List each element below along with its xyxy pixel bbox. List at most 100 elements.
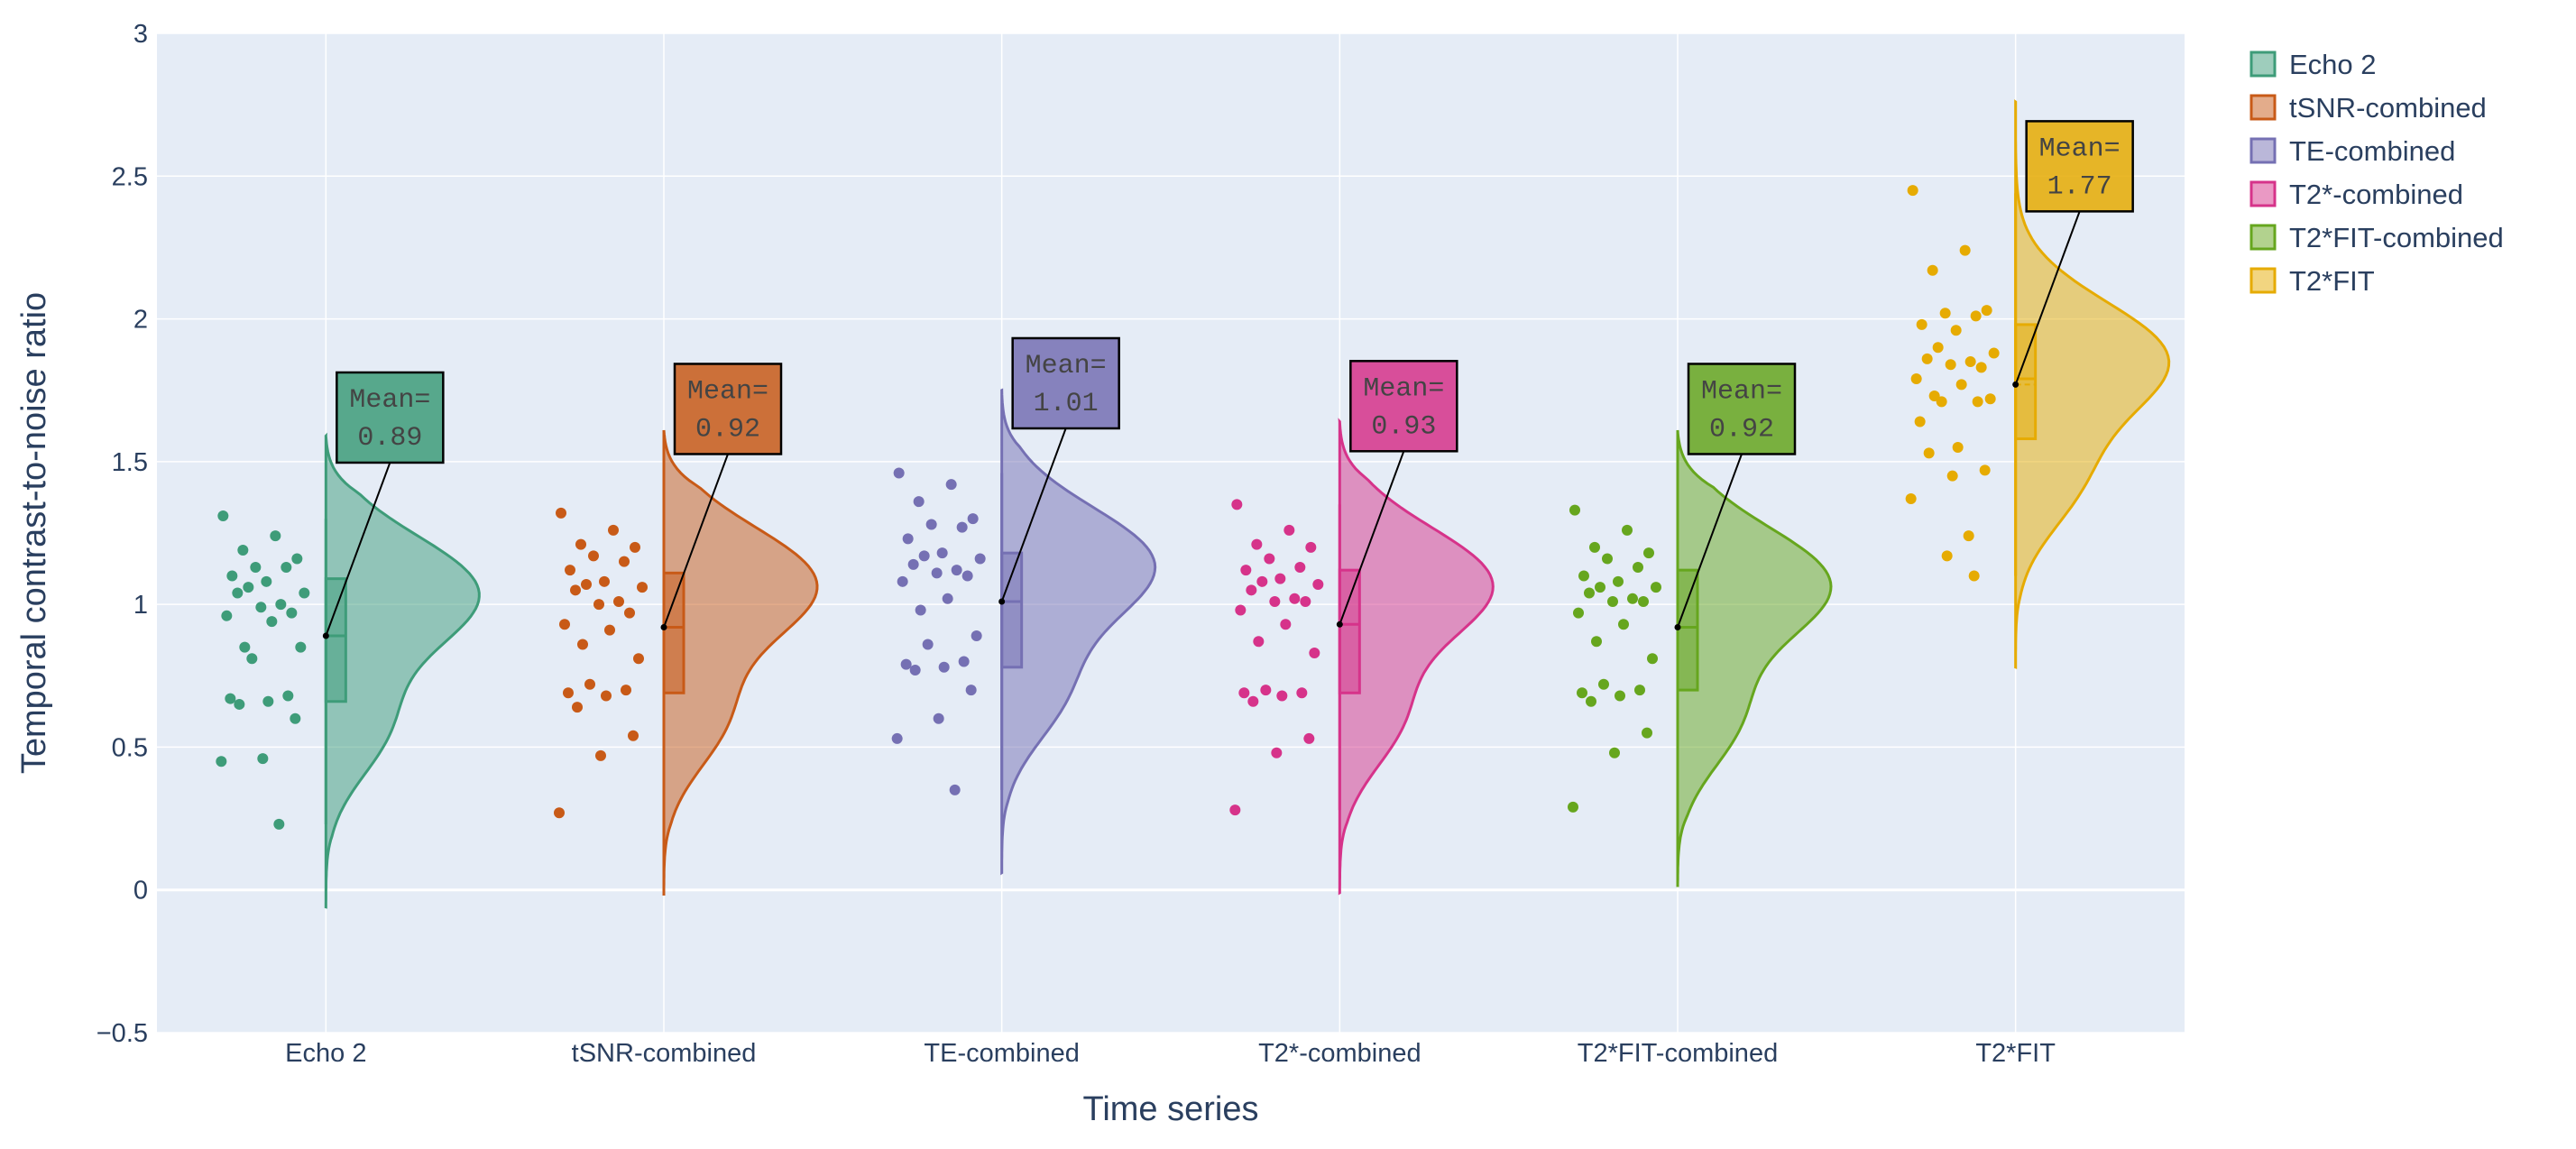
data-point bbox=[577, 639, 588, 650]
data-point bbox=[565, 565, 575, 576]
annotation-arrowhead bbox=[1336, 620, 1343, 628]
data-point bbox=[593, 599, 604, 611]
data-point bbox=[619, 556, 630, 567]
annotation-value: 0.92 bbox=[1709, 414, 1774, 445]
data-point bbox=[572, 702, 583, 713]
data-point bbox=[1928, 391, 1940, 402]
data-point bbox=[1952, 442, 1964, 454]
legend-label: Echo 2 bbox=[2289, 49, 2377, 80]
legend[interactable]: Echo 2 tSNR-combined TE-combined T2*-combin… bbox=[2249, 49, 2504, 297]
y-tick-label: 3 bbox=[133, 20, 148, 49]
data-point bbox=[554, 807, 565, 819]
legend-swatch bbox=[2249, 267, 2277, 294]
x-tick-label: Echo 2 bbox=[285, 1039, 366, 1068]
annotation-value: 1.77 bbox=[2047, 171, 2112, 202]
data-point bbox=[1910, 373, 1922, 385]
data-point bbox=[1247, 695, 1259, 707]
data-point bbox=[1274, 573, 1286, 584]
box-iqr bbox=[662, 571, 685, 694]
data-point bbox=[1988, 347, 2000, 359]
mean-annotation: Mean= 0.93 bbox=[1336, 360, 1458, 628]
data-point bbox=[1271, 747, 1283, 758]
x-tick-label: T2*FIT-combined bbox=[1578, 1039, 1778, 1068]
data-point bbox=[925, 519, 937, 530]
data-point bbox=[1643, 547, 1654, 559]
data-point bbox=[216, 756, 227, 768]
legend-item[interactable]: tSNR-combined bbox=[2249, 92, 2487, 124]
data-point bbox=[262, 695, 274, 707]
plot-background bbox=[157, 33, 2185, 1033]
data-point bbox=[604, 624, 615, 636]
data-point bbox=[217, 510, 229, 522]
data-point bbox=[1963, 530, 1974, 542]
annotation-box bbox=[1011, 336, 1120, 430]
data-point bbox=[1591, 636, 1602, 648]
data-point bbox=[1959, 244, 1971, 256]
annotation-box bbox=[1349, 360, 1458, 453]
data-point bbox=[1946, 470, 1958, 482]
x-axis-title: Time series bbox=[1083, 1090, 1259, 1128]
annotation-box bbox=[336, 371, 445, 464]
data-point bbox=[608, 524, 619, 536]
data-point bbox=[897, 575, 908, 587]
legend-item[interactable]: T2*FIT bbox=[2249, 265, 2375, 297]
y-tick-label: 1 bbox=[133, 591, 148, 620]
data-point bbox=[1622, 524, 1633, 536]
data-point bbox=[1231, 499, 1243, 510]
traces bbox=[216, 98, 2171, 909]
data-point bbox=[621, 685, 631, 696]
data-point bbox=[915, 604, 926, 616]
annotation-arrowhead bbox=[322, 632, 329, 639]
data-point bbox=[949, 784, 961, 795]
data-point bbox=[936, 547, 948, 559]
y-tick-labels: −0.5 0 0.5 1 1.5 2 2.5 3 bbox=[97, 20, 148, 1048]
trace-group bbox=[216, 432, 481, 909]
data-point bbox=[1260, 685, 1272, 696]
data-point bbox=[1927, 264, 1938, 276]
y-axis-title: Temporal contrast-to-noise ratio bbox=[15, 292, 53, 774]
data-point bbox=[1300, 595, 1311, 607]
data-point bbox=[1240, 565, 1252, 576]
data-point bbox=[257, 753, 269, 765]
data-point bbox=[1607, 595, 1618, 607]
data-point bbox=[226, 570, 238, 582]
annotation-arrow bbox=[1339, 450, 1405, 625]
legend-item[interactable]: TE-combined bbox=[2249, 135, 2455, 167]
box-iqr bbox=[1000, 551, 1024, 669]
x-tick-label: T2*-combined bbox=[1258, 1039, 1421, 1068]
mean-annotation: Mean= 0.89 bbox=[322, 371, 445, 639]
data-point bbox=[1907, 185, 1918, 197]
data-point bbox=[1964, 356, 1976, 368]
data-point bbox=[1573, 607, 1584, 619]
data-point bbox=[232, 587, 244, 599]
legend-item[interactable]: Echo 2 bbox=[2249, 49, 2377, 80]
violin-half bbox=[324, 432, 481, 909]
annotation-arrow bbox=[1000, 427, 1067, 602]
data-point bbox=[581, 578, 592, 590]
x-tick-label: TE-combined bbox=[924, 1039, 1079, 1068]
data-point bbox=[1229, 804, 1241, 816]
legend-item[interactable]: T2*-combined bbox=[2249, 179, 2463, 210]
data-point bbox=[1251, 538, 1263, 550]
x-tick-labels: Echo 2 tSNR-combined TE-combined T2*-combin… bbox=[285, 1039, 2056, 1068]
data-point bbox=[624, 607, 635, 619]
annotation-arrowhead bbox=[2012, 381, 2019, 388]
data-point bbox=[255, 602, 267, 613]
data-point bbox=[290, 712, 301, 724]
data-point bbox=[225, 693, 236, 704]
legend-label: tSNR-combined bbox=[2289, 92, 2487, 124]
legend-swatch bbox=[2249, 51, 2277, 78]
data-point bbox=[1283, 524, 1295, 536]
data-point bbox=[958, 656, 970, 667]
data-point bbox=[628, 730, 639, 741]
legend-label: TE-combined bbox=[2289, 135, 2455, 167]
y-tick-label: 0.5 bbox=[112, 733, 148, 762]
legend-label: T2*FIT bbox=[2289, 265, 2375, 297]
data-point bbox=[237, 544, 249, 556]
mean-annotation: Mean= 0.92 bbox=[1674, 363, 1797, 630]
y-tick-label: 1.5 bbox=[112, 448, 148, 477]
data-point bbox=[1312, 578, 1324, 590]
data-point bbox=[281, 561, 292, 573]
legend-item[interactable]: T2*FIT-combined bbox=[2249, 222, 2504, 253]
